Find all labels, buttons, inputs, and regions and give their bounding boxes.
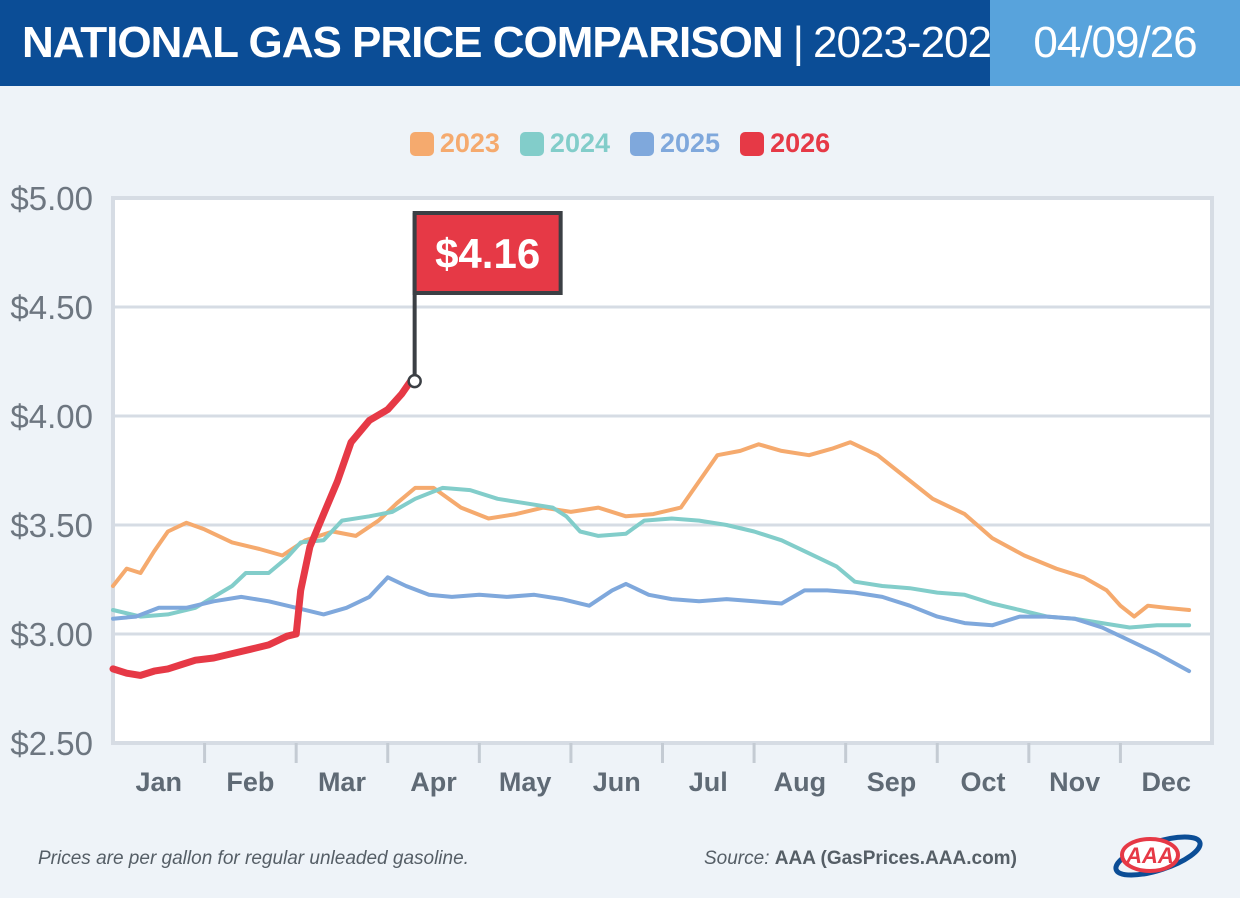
- legend-swatch: [740, 131, 765, 156]
- legend-swatch: [409, 131, 434, 156]
- legend-swatch: [630, 131, 654, 156]
- series-line-2023: [111, 440, 1192, 619]
- legend-swatch: [519, 131, 544, 156]
- legend-item-2024: 2024: [519, 128, 610, 159]
- x-tick-label: Dec: [1141, 767, 1191, 797]
- title-band: NATIONAL GAS PRICE COMPARISON | 2023-202…: [0, 0, 1015, 86]
- series-line-2024: [111, 485, 1192, 630]
- y-tick-label: $3.00: [10, 616, 93, 653]
- title-separator: |: [792, 18, 804, 67]
- callout-value: $4.16: [435, 230, 540, 277]
- x-tick-label: Mar: [318, 767, 367, 797]
- x-tick-label: Feb: [226, 767, 274, 797]
- aaa-logo: AAA: [1113, 834, 1203, 878]
- series-line-2026: [109, 377, 415, 679]
- footnote: Prices are per gallon for regular unlead…: [38, 848, 469, 869]
- source-prefix: Source:: [704, 848, 770, 869]
- legend-item-2023: 2023: [409, 128, 500, 159]
- y-tick-label: $3.50: [10, 507, 93, 544]
- y-tick-label: $4.50: [10, 289, 93, 326]
- date-label: 04/09/26: [1033, 18, 1197, 67]
- chart-legend: 2023 2024 2025 2026: [0, 128, 1240, 159]
- legend-label: 2023: [439, 128, 500, 158]
- y-tick-label: $5.00: [10, 180, 93, 217]
- x-tick-label: Aug: [774, 767, 826, 797]
- header-bar: NATIONAL GAS PRICE COMPARISON | 2023-202…: [0, 0, 1240, 86]
- plot-area: [113, 198, 1212, 743]
- date-badge: 04/09/26: [990, 0, 1240, 86]
- x-tick-label: Jul: [689, 767, 728, 797]
- legend-label: 2024: [549, 128, 610, 158]
- x-tick-label: Apr: [410, 767, 457, 797]
- legend-item-2025: 2025: [630, 128, 720, 159]
- x-tick-label: May: [499, 767, 552, 797]
- callout-marker: [407, 373, 422, 389]
- y-tick-label: $4.00: [10, 398, 93, 435]
- svg-text:AAA: AAA: [1125, 843, 1174, 868]
- title-year-range: 2023-2026: [813, 18, 1015, 67]
- line-chart: $2.50 $3.00 $3.50 $4.00 $4.50 $5.00 Jan Feb Mar A…: [10, 180, 1214, 797]
- x-tick-label: Jan: [136, 767, 183, 797]
- y-tick-label: $2.50: [10, 725, 93, 762]
- legend-item-2026: 2026: [740, 128, 830, 159]
- source-credit: Source: AAA (GasPrices.AAA.com): [704, 848, 1017, 870]
- chart-title: NATIONAL GAS PRICE COMPARISON: [22, 18, 784, 67]
- source-name: AAA (GasPrices.AAA.com): [774, 848, 1017, 869]
- callout-box: [412, 211, 563, 295]
- x-tick-label: Oct: [961, 767, 1006, 797]
- x-tick-label: Nov: [1049, 767, 1100, 797]
- legend-label: 2025: [660, 128, 721, 158]
- x-tick-label: Sep: [867, 767, 917, 797]
- x-tick-label: Jun: [593, 767, 641, 797]
- legend-label: 2026: [770, 128, 831, 158]
